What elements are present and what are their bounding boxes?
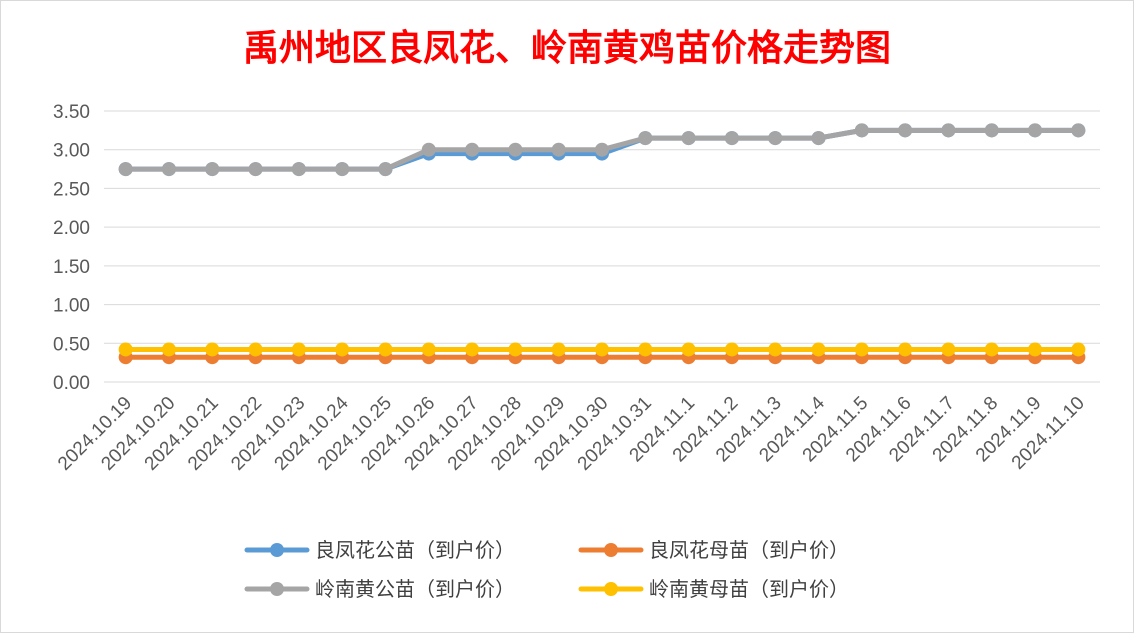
y-tick-label: 1.50 xyxy=(53,257,90,278)
y-tick-label: 2.50 xyxy=(53,179,90,200)
y-tick-label: 0.50 xyxy=(53,334,90,355)
data-point xyxy=(638,131,653,146)
series-lines xyxy=(118,123,1086,365)
y-tick-label: 3.50 xyxy=(53,102,90,123)
legend-label: 岭南黄母苗（到户价） xyxy=(649,577,849,601)
data-point xyxy=(1028,342,1043,357)
y-tick-label: 0.00 xyxy=(53,373,90,394)
data-point xyxy=(811,342,826,357)
legend-marker xyxy=(604,543,618,557)
series-3 xyxy=(118,342,1086,357)
x-axis-tick-labels: 2024.10.192024.10.202024.10.212024.10.22… xyxy=(54,392,1089,474)
data-point xyxy=(551,142,566,157)
legend-marker xyxy=(270,582,284,596)
data-point xyxy=(421,342,436,357)
data-point xyxy=(595,142,609,157)
y-tick-label: 1.00 xyxy=(53,296,90,317)
data-point xyxy=(248,342,263,357)
data-point xyxy=(291,162,306,177)
data-point xyxy=(421,142,436,157)
data-point xyxy=(1071,342,1086,357)
legend: 良凤花公苗（到户价） 良凤花母苗（到户价） 岭南黄公苗（到户价） 岭南黄母苗（到户价） xyxy=(244,538,849,601)
data-point xyxy=(724,131,739,146)
data-point xyxy=(378,342,393,357)
data-point xyxy=(508,142,523,157)
legend-label: 良凤花母苗（到户价） xyxy=(649,538,849,562)
data-point xyxy=(1071,123,1086,138)
data-point xyxy=(161,162,176,177)
data-point xyxy=(1028,123,1043,138)
data-point xyxy=(205,162,220,177)
data-point xyxy=(205,342,220,357)
data-point xyxy=(724,342,739,357)
legend-marker xyxy=(270,543,284,557)
data-point xyxy=(595,342,609,357)
series-2 xyxy=(118,123,1086,177)
data-point xyxy=(335,342,350,357)
data-point xyxy=(984,123,999,138)
data-point xyxy=(118,162,133,177)
data-point xyxy=(465,342,480,357)
data-point xyxy=(508,342,523,357)
data-point xyxy=(768,342,783,357)
data-point xyxy=(811,131,826,146)
legend-label: 良凤花公苗（到户价） xyxy=(315,538,515,562)
y-tick-label: 3.00 xyxy=(53,141,90,162)
gridlines xyxy=(104,110,1100,383)
legend-marker xyxy=(604,582,618,596)
data-point xyxy=(984,342,999,357)
legend-label: 岭南黄公苗（到户价） xyxy=(315,577,515,601)
y-tick-label: 2.00 xyxy=(53,218,90,239)
data-point xyxy=(854,123,869,138)
data-point xyxy=(941,123,956,138)
data-point xyxy=(248,162,263,177)
data-point xyxy=(898,123,913,138)
data-point xyxy=(941,342,956,357)
data-point xyxy=(898,342,913,357)
data-point xyxy=(378,162,393,177)
data-point xyxy=(638,342,653,357)
data-point xyxy=(335,162,350,177)
data-point xyxy=(291,342,306,357)
data-point xyxy=(681,131,696,146)
data-point xyxy=(768,131,783,146)
data-point xyxy=(118,342,133,357)
data-point xyxy=(465,142,480,157)
chart-title: 禹州地区良凤花、岭南黄鸡苗价格走势图 xyxy=(243,27,891,69)
data-point xyxy=(854,342,869,357)
data-point xyxy=(551,342,566,357)
data-point xyxy=(161,342,176,357)
data-point xyxy=(681,342,696,357)
y-axis-tick-labels: 0.00 0.50 1.00 1.50 2.00 2.50 3.00 3.50 xyxy=(53,102,90,394)
